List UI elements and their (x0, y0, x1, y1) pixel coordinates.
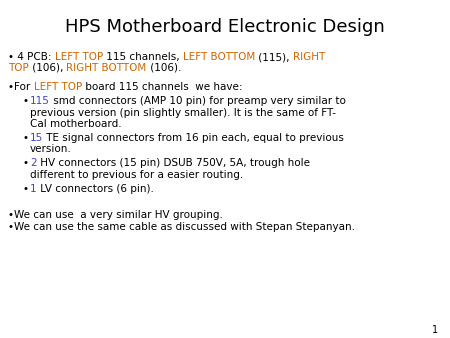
Text: 115 channels,: 115 channels, (103, 52, 183, 62)
Text: smd connectors (AMP 10 pin) for preamp very similar to: smd connectors (AMP 10 pin) for preamp v… (50, 96, 346, 106)
Text: •: • (22, 159, 28, 169)
Text: LEFT BOTTOM: LEFT BOTTOM (183, 52, 255, 62)
Text: HV connectors (15 pin) DSUB 750V, 5A, trough hole: HV connectors (15 pin) DSUB 750V, 5A, tr… (36, 159, 310, 169)
Text: TOP: TOP (8, 63, 29, 73)
Text: LEFT TOP: LEFT TOP (33, 82, 82, 92)
Text: TE signal connectors from 16 pin each, equal to previous: TE signal connectors from 16 pin each, e… (43, 132, 344, 143)
Text: LEFT TOP: LEFT TOP (55, 52, 103, 62)
Text: 115: 115 (30, 96, 50, 106)
Text: •: • (22, 185, 28, 194)
Text: •: • (22, 96, 28, 106)
Text: •We can use the same cable as discussed with Stepan Stepanyan.: •We can use the same cable as discussed … (8, 222, 355, 233)
Text: (115),: (115), (255, 52, 293, 62)
Text: Cal motherboard.: Cal motherboard. (30, 119, 122, 129)
Text: 1: 1 (30, 185, 36, 194)
Text: •We can use  a very similar HV grouping.: •We can use a very similar HV grouping. (8, 210, 223, 220)
Text: LV connectors (6 pin).: LV connectors (6 pin). (36, 185, 153, 194)
Text: (106).: (106). (147, 63, 181, 73)
Text: •: • (22, 132, 28, 143)
Text: different to previous for a easier routing.: different to previous for a easier routi… (30, 170, 243, 180)
Text: previous version (pin slightly smaller). It is the same of FT-: previous version (pin slightly smaller).… (30, 107, 336, 118)
Text: 1: 1 (432, 325, 438, 335)
Text: RIGHT: RIGHT (293, 52, 325, 62)
Text: 15: 15 (30, 132, 43, 143)
Text: version.: version. (30, 144, 72, 154)
Text: board 115 channels  we have:: board 115 channels we have: (82, 82, 242, 92)
Text: (106),: (106), (29, 63, 67, 73)
Text: • 4 PCB:: • 4 PCB: (8, 52, 55, 62)
Text: HPS Motherboard Electronic Design: HPS Motherboard Electronic Design (65, 18, 385, 36)
Text: •For: •For (8, 82, 33, 92)
Text: RIGHT BOTTOM: RIGHT BOTTOM (67, 63, 147, 73)
Text: 2: 2 (30, 159, 36, 169)
